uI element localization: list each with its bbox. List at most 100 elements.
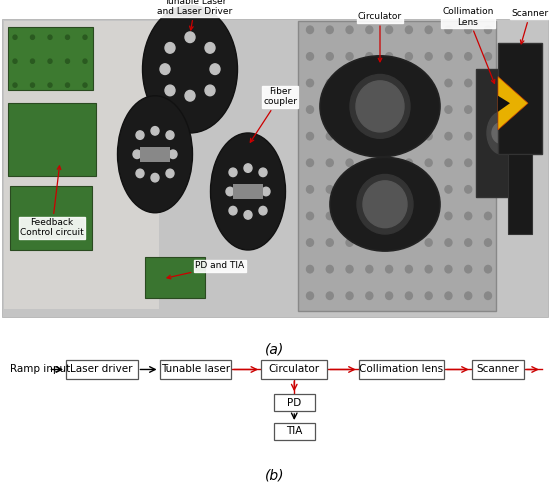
Circle shape: [425, 53, 432, 60]
Circle shape: [366, 26, 373, 33]
Circle shape: [445, 79, 452, 87]
Circle shape: [465, 266, 472, 273]
Polygon shape: [498, 77, 528, 130]
Circle shape: [485, 53, 492, 60]
Circle shape: [492, 122, 512, 143]
FancyBboxPatch shape: [4, 21, 159, 308]
Circle shape: [306, 106, 313, 113]
Circle shape: [346, 53, 353, 60]
Circle shape: [346, 79, 353, 87]
FancyBboxPatch shape: [145, 257, 205, 298]
Circle shape: [169, 150, 177, 159]
Circle shape: [465, 292, 472, 300]
Circle shape: [386, 106, 393, 113]
Circle shape: [326, 133, 333, 140]
Circle shape: [386, 133, 393, 140]
Circle shape: [485, 186, 492, 193]
Circle shape: [165, 85, 175, 96]
Circle shape: [465, 26, 472, 33]
Circle shape: [465, 79, 472, 87]
Circle shape: [326, 266, 333, 273]
Circle shape: [425, 159, 432, 166]
Circle shape: [485, 26, 492, 33]
Circle shape: [425, 106, 432, 113]
Circle shape: [350, 75, 410, 138]
Circle shape: [259, 168, 267, 177]
Circle shape: [386, 79, 393, 87]
Circle shape: [485, 159, 492, 166]
Circle shape: [229, 206, 237, 215]
Circle shape: [363, 181, 407, 228]
Text: PD: PD: [287, 398, 301, 408]
Text: Circulator: Circulator: [358, 12, 402, 62]
Text: PD and TIA: PD and TIA: [167, 262, 245, 279]
Circle shape: [136, 131, 144, 139]
Text: Scanner: Scanner: [512, 9, 548, 44]
Circle shape: [485, 266, 492, 273]
Circle shape: [465, 53, 472, 60]
Circle shape: [326, 239, 333, 246]
Circle shape: [366, 79, 373, 87]
Circle shape: [425, 186, 432, 193]
Circle shape: [366, 212, 373, 219]
Circle shape: [405, 159, 412, 166]
Circle shape: [306, 159, 313, 166]
Circle shape: [160, 64, 170, 75]
Circle shape: [366, 53, 373, 60]
Circle shape: [425, 26, 432, 33]
Circle shape: [48, 59, 52, 63]
Circle shape: [326, 159, 333, 166]
Circle shape: [371, 97, 389, 116]
Text: Feedback
Control circuit: Feedback Control circuit: [20, 166, 84, 238]
Circle shape: [445, 292, 452, 300]
Circle shape: [445, 159, 452, 166]
Circle shape: [326, 212, 333, 219]
Circle shape: [465, 159, 472, 166]
FancyBboxPatch shape: [508, 154, 532, 234]
Circle shape: [366, 106, 373, 113]
Circle shape: [165, 43, 175, 53]
Circle shape: [371, 190, 399, 219]
Circle shape: [306, 79, 313, 87]
Text: (a): (a): [265, 343, 285, 356]
Circle shape: [306, 212, 313, 219]
Circle shape: [405, 212, 412, 219]
Circle shape: [346, 159, 353, 166]
Circle shape: [306, 186, 313, 193]
Circle shape: [485, 106, 492, 113]
Circle shape: [306, 133, 313, 140]
FancyBboxPatch shape: [8, 103, 96, 176]
FancyBboxPatch shape: [233, 184, 263, 199]
Circle shape: [346, 292, 353, 300]
Circle shape: [485, 133, 492, 140]
Circle shape: [65, 59, 69, 63]
Circle shape: [306, 239, 313, 246]
Circle shape: [445, 212, 452, 219]
Circle shape: [346, 239, 353, 246]
Circle shape: [485, 292, 492, 300]
Circle shape: [306, 53, 313, 60]
Circle shape: [366, 266, 373, 273]
Circle shape: [425, 133, 432, 140]
FancyBboxPatch shape: [359, 360, 444, 379]
Ellipse shape: [320, 56, 440, 157]
Circle shape: [229, 168, 237, 177]
Text: Scanner: Scanner: [476, 364, 519, 375]
Text: Laser driver: Laser driver: [70, 364, 133, 375]
Circle shape: [377, 196, 393, 213]
Circle shape: [151, 173, 159, 182]
Circle shape: [445, 26, 452, 33]
Circle shape: [366, 133, 373, 140]
Circle shape: [425, 212, 432, 219]
Circle shape: [259, 206, 267, 215]
FancyBboxPatch shape: [298, 21, 496, 311]
Circle shape: [485, 212, 492, 219]
Circle shape: [83, 83, 87, 87]
Ellipse shape: [330, 158, 440, 251]
Circle shape: [445, 53, 452, 60]
Circle shape: [306, 266, 313, 273]
Circle shape: [210, 64, 220, 75]
Circle shape: [386, 159, 393, 166]
Circle shape: [465, 133, 472, 140]
Circle shape: [205, 85, 215, 96]
